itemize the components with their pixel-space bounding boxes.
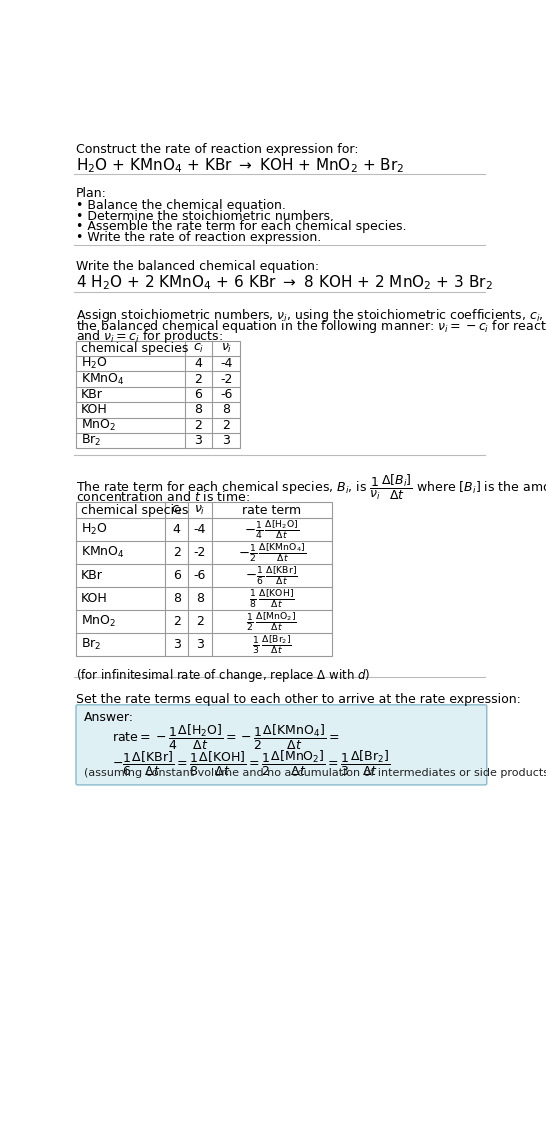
Text: 2: 2 bbox=[173, 616, 181, 628]
Text: $\frac{1}{3}\,\frac{\Delta[\mathrm{Br_2}]}{\Delta t}$: $\frac{1}{3}\,\frac{\Delta[\mathrm{Br_2}… bbox=[252, 634, 292, 657]
Text: 6: 6 bbox=[194, 388, 203, 401]
Text: -4: -4 bbox=[194, 522, 206, 536]
Text: $\mathregular{Br_2}$: $\mathregular{Br_2}$ bbox=[81, 637, 101, 652]
Bar bbox=[76, 340, 240, 448]
Text: rate term: rate term bbox=[242, 503, 301, 517]
Text: 2: 2 bbox=[173, 546, 181, 559]
Text: 8: 8 bbox=[222, 403, 230, 417]
Text: -6: -6 bbox=[194, 569, 206, 582]
Text: 2: 2 bbox=[196, 616, 204, 628]
Text: 2: 2 bbox=[222, 419, 230, 431]
Text: $\mathregular{Br_2}$: $\mathregular{Br_2}$ bbox=[81, 434, 101, 448]
Text: chemical species: chemical species bbox=[81, 503, 188, 517]
Text: 4: 4 bbox=[173, 522, 181, 536]
Text: $\mathregular{H_2O}$: $\mathregular{H_2O}$ bbox=[81, 521, 107, 537]
Text: 3: 3 bbox=[196, 638, 204, 651]
Text: KBr: KBr bbox=[81, 569, 103, 582]
Text: $\mathregular{H_2O}$: $\mathregular{H_2O}$ bbox=[81, 356, 107, 371]
Text: $-\frac{1}{2}\,\frac{\Delta[\mathrm{KMnO_4}]}{\Delta t}$: $-\frac{1}{2}\,\frac{\Delta[\mathrm{KMnO… bbox=[238, 541, 306, 563]
Text: -6: -6 bbox=[220, 388, 233, 401]
Text: -2: -2 bbox=[220, 372, 233, 386]
Text: $\mathregular{KMnO_4}$: $\mathregular{KMnO_4}$ bbox=[81, 545, 124, 560]
Text: 8: 8 bbox=[196, 592, 204, 605]
Text: concentration and $t$ is time:: concentration and $t$ is time: bbox=[76, 490, 250, 504]
Text: Set the rate terms equal to each other to arrive at the rate expression:: Set the rate terms equal to each other t… bbox=[76, 693, 521, 706]
Text: • Determine the stoichiometric numbers.: • Determine the stoichiometric numbers. bbox=[76, 209, 334, 223]
Text: $\frac{1}{2}\,\frac{\Delta[\mathrm{MnO_2}]}{\Delta t}$: $\frac{1}{2}\,\frac{\Delta[\mathrm{MnO_2… bbox=[246, 610, 297, 633]
Text: 2: 2 bbox=[194, 419, 203, 431]
Text: chemical species: chemical species bbox=[81, 341, 188, 355]
Bar bbox=[76, 502, 332, 657]
Text: KBr: KBr bbox=[81, 388, 103, 401]
Text: Write the balanced chemical equation:: Write the balanced chemical equation: bbox=[76, 259, 319, 273]
Text: $\frac{1}{8}\,\frac{\Delta[\mathrm{KOH}]}{\Delta t}$: $\frac{1}{8}\,\frac{\Delta[\mathrm{KOH}]… bbox=[249, 587, 294, 610]
Text: Construct the rate of reaction expression for:: Construct the rate of reaction expressio… bbox=[76, 142, 359, 156]
Text: $c_i$: $c_i$ bbox=[193, 341, 204, 355]
Text: $\mathrm{rate} = -\dfrac{1}{4}\dfrac{\Delta[\mathrm{H_2O}]}{\Delta t} = -\dfrac{: $\mathrm{rate} = -\dfrac{1}{4}\dfrac{\De… bbox=[112, 724, 340, 752]
Text: (assuming constant volume and no accumulation of intermediates or side products): (assuming constant volume and no accumul… bbox=[84, 768, 546, 778]
Text: (for infinitesimal rate of change, replace $\Delta$ with $d$): (for infinitesimal rate of change, repla… bbox=[76, 667, 370, 684]
Text: Plan:: Plan: bbox=[76, 188, 107, 200]
Text: Assign stoichiometric numbers, $\nu_i$, using the stoichiometric coefficients, $: Assign stoichiometric numbers, $\nu_i$, … bbox=[76, 307, 546, 323]
Text: 6: 6 bbox=[173, 569, 181, 582]
Text: $-\frac{1}{6}\,\frac{\Delta[\mathrm{KBr}]}{\Delta t}$: $-\frac{1}{6}\,\frac{\Delta[\mathrm{KBr}… bbox=[245, 564, 298, 586]
Text: $-\dfrac{1}{6}\dfrac{\Delta[\mathrm{KBr}]}{\Delta t} = \dfrac{1}{8}\dfrac{\Delta: $-\dfrac{1}{6}\dfrac{\Delta[\mathrm{KBr}… bbox=[112, 749, 390, 777]
Text: $-\frac{1}{4}\,\frac{\Delta[\mathrm{H_2O}]}{\Delta t}$: $-\frac{1}{4}\,\frac{\Delta[\mathrm{H_2O… bbox=[244, 518, 299, 541]
FancyBboxPatch shape bbox=[76, 704, 486, 785]
Text: • Write the rate of reaction expression.: • Write the rate of reaction expression. bbox=[76, 231, 321, 245]
Text: $\nu_i$: $\nu_i$ bbox=[194, 503, 206, 517]
Text: • Assemble the rate term for each chemical species.: • Assemble the rate term for each chemic… bbox=[76, 221, 407, 233]
Text: the balanced chemical equation in the following manner: $\nu_i = -c_i$ for react: the balanced chemical equation in the fo… bbox=[76, 318, 546, 335]
Text: • Balance the chemical equation.: • Balance the chemical equation. bbox=[76, 199, 286, 212]
Text: and $\nu_i = c_i$ for products:: and $\nu_i = c_i$ for products: bbox=[76, 328, 223, 345]
Text: $\mathregular{MnO_2}$: $\mathregular{MnO_2}$ bbox=[81, 418, 116, 432]
Text: 8: 8 bbox=[173, 592, 181, 605]
Text: The rate term for each chemical species, $B_i$, is $\dfrac{1}{\nu_i}\dfrac{\Delt: The rate term for each chemical species,… bbox=[76, 473, 546, 502]
Text: 4: 4 bbox=[194, 357, 203, 370]
Text: 8: 8 bbox=[194, 403, 203, 417]
Text: $c_i$: $c_i$ bbox=[171, 503, 182, 517]
Text: 2: 2 bbox=[194, 372, 203, 386]
Text: 3: 3 bbox=[222, 435, 230, 447]
Text: -2: -2 bbox=[194, 546, 206, 559]
Text: 3: 3 bbox=[173, 638, 181, 651]
Text: Answer:: Answer: bbox=[84, 711, 134, 724]
Text: $\mathregular{MnO_2}$: $\mathregular{MnO_2}$ bbox=[81, 615, 116, 629]
Text: -4: -4 bbox=[220, 357, 233, 370]
Text: KOH: KOH bbox=[81, 592, 108, 605]
Text: $\mathregular{KMnO_4}$: $\mathregular{KMnO_4}$ bbox=[81, 372, 124, 387]
Text: $4\ \mathregular{H_2O}$ $+\ 2\ $$\mathregular{KMnO_4}$ $+\ 6\ \mathrm{KBr}\ \rig: $4\ \mathregular{H_2O}$ $+\ 2\ $$\mathre… bbox=[76, 273, 493, 292]
Text: 3: 3 bbox=[194, 435, 203, 447]
Text: $\mathregular{H_2O}$ $+$ $\mathregular{KMnO_4}$ $+$ $\mathrm{KBr}$ $\rightarrow$: $\mathregular{H_2O}$ $+$ $\mathregular{K… bbox=[76, 157, 405, 175]
Text: KOH: KOH bbox=[81, 403, 108, 417]
Text: $\nu_i$: $\nu_i$ bbox=[221, 341, 232, 355]
